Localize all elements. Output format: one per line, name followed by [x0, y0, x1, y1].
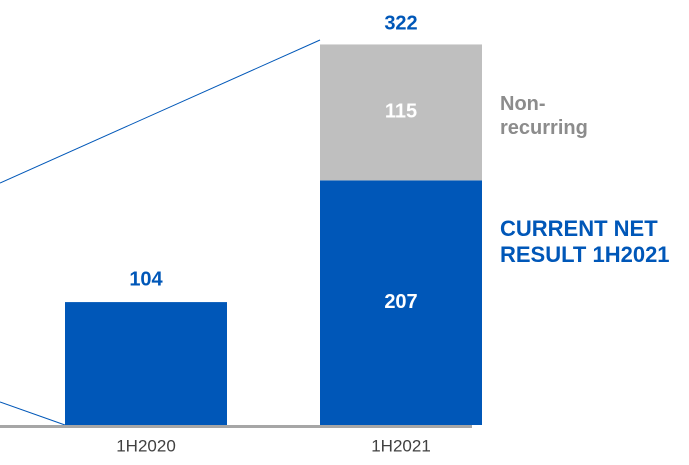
- legend-entry: Non-recurring: [500, 93, 588, 139]
- zoom-line: [0, 39, 321, 184]
- value-label: 104: [129, 268, 163, 290]
- value-label: 207: [384, 291, 417, 313]
- bar-segment: [320, 180, 482, 425]
- x-tick-label: 1H2021: [371, 436, 431, 455]
- total-label: 322: [384, 13, 417, 35]
- zoom-line: [0, 401, 66, 426]
- legend-entry: CURRENT NET RESULT 1H2021: [500, 216, 670, 268]
- value-label: 115: [385, 101, 417, 123]
- x-tick-label: 1H2020: [116, 436, 176, 455]
- bar-segment: [65, 302, 227, 425]
- bar-segment: [320, 44, 482, 181]
